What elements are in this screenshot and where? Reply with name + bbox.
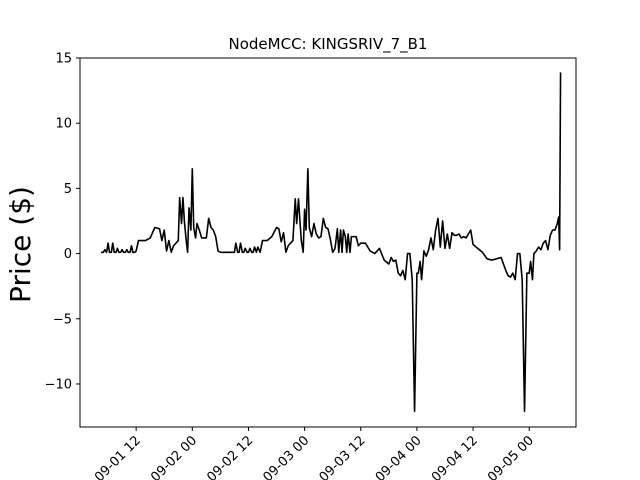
y-tick-label: 15 [55, 52, 72, 67]
y-axis-ticks: −10 −5 0 5 10 15 [45, 52, 80, 392]
plot-area-frame [79, 57, 577, 428]
y-tick-label: −10 [45, 377, 72, 392]
y-axis-label: Price ($) [4, 186, 37, 303]
y-tick-label: 10 [55, 117, 72, 132]
y-tick-label: 5 [64, 182, 72, 197]
y-tick-label: −5 [53, 312, 72, 327]
price-series-line [101, 72, 562, 413]
chart-title: NodeMCC: KINGSRIV_7_B1 [229, 35, 428, 54]
y-tick-label: 0 [64, 247, 72, 262]
